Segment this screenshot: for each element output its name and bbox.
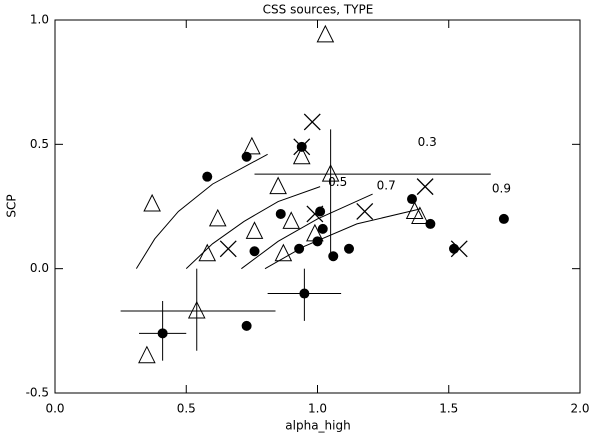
x-tick-label: 2.0 — [570, 402, 589, 416]
triangle-point — [269, 176, 287, 195]
cross-point — [303, 113, 321, 131]
triangle-point — [292, 146, 311, 165]
y-tick-label: -0.5 — [26, 386, 49, 400]
circle-point — [328, 251, 339, 262]
triangle-point — [282, 211, 301, 229]
model-curve — [135, 153, 268, 269]
circle-point — [344, 243, 354, 254]
curve-label: 0.9 — [492, 181, 511, 195]
triangle-point — [321, 164, 340, 182]
circle-point — [299, 288, 310, 299]
cross-point — [219, 240, 237, 258]
circle-point — [317, 223, 328, 234]
y-tick-label: 0.5 — [30, 137, 49, 151]
triangle-point — [274, 243, 293, 262]
cross-point — [450, 240, 468, 258]
model-curve — [241, 193, 373, 270]
x-tick-label: 1.0 — [308, 402, 327, 416]
model-curve — [264, 208, 420, 270]
circle-point — [407, 194, 417, 205]
model-curve — [185, 186, 321, 270]
triangle-point — [143, 193, 161, 212]
circle-point — [498, 213, 509, 224]
y-axis-label: SCP — [5, 194, 19, 217]
cross-point — [356, 203, 374, 220]
triangle-point — [187, 300, 206, 319]
circle-point — [157, 328, 168, 339]
chart-title: CSS sources, TYPE — [263, 3, 374, 17]
cross-point — [306, 205, 324, 223]
triangle-point — [245, 221, 264, 239]
triangle-point — [138, 345, 156, 364]
y-tick-label: 1.0 — [30, 13, 49, 27]
circle-point — [202, 171, 213, 182]
x-tick-label: 0.5 — [177, 402, 196, 416]
triangle-point — [316, 24, 335, 43]
x-tick-label: 0.0 — [45, 402, 64, 416]
circle-point — [449, 243, 459, 254]
curve-label: 0.7 — [377, 179, 396, 193]
x-axis-label: alpha_high — [285, 419, 350, 433]
y-tick-label: 0.0 — [30, 261, 49, 275]
x-tick-label: 1.5 — [439, 402, 458, 416]
curve-label: 0.3 — [418, 135, 437, 149]
cross-point — [416, 178, 434, 196]
curve-label: 0.5 — [328, 175, 347, 189]
triangle-point — [243, 136, 261, 155]
circle-point — [275, 208, 286, 219]
circle-point — [425, 218, 436, 229]
circle-point — [249, 246, 260, 257]
triangle-point — [411, 206, 429, 224]
triangle-point — [306, 223, 324, 242]
cross-point — [293, 138, 311, 156]
circle-point — [241, 151, 252, 162]
circle-point — [241, 320, 252, 331]
triangle-point — [208, 208, 227, 227]
circle-point — [315, 206, 326, 217]
